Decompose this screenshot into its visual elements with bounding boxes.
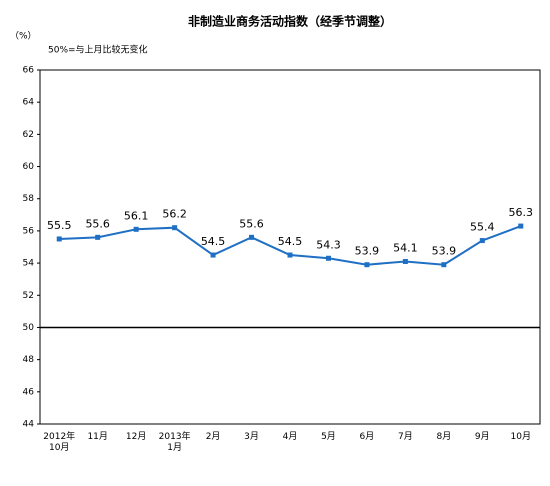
data-label: 56.1	[124, 209, 149, 222]
x-tick-label: 4月	[282, 432, 298, 442]
data-label: 56.2	[162, 208, 187, 221]
data-label: 54.5	[278, 235, 303, 248]
data-label: 55.6	[85, 217, 110, 230]
point	[287, 252, 293, 258]
data-label: 54.5	[201, 235, 226, 248]
y-tick-label: 64	[23, 98, 35, 108]
y-tick-label: 52	[23, 291, 34, 301]
x-tick-label: 12月	[125, 432, 147, 442]
x-tick-label: 8月	[436, 432, 452, 442]
data-label: 55.6	[239, 217, 264, 230]
y-tick-label: 44	[23, 420, 35, 430]
data-label: 55.4	[470, 221, 495, 234]
x-tick-label: 11月	[87, 432, 108, 442]
data-label: 54.1	[393, 241, 418, 254]
x-tick-label: 5月	[321, 432, 336, 442]
y-tick-label: 46	[23, 387, 35, 397]
data-label: 54.3	[316, 238, 341, 251]
point	[249, 234, 255, 240]
point	[172, 225, 178, 231]
x-tick-label: 2013年 1月	[158, 432, 191, 453]
point	[56, 236, 62, 242]
y-tick-label: 54	[23, 259, 35, 269]
point	[133, 226, 139, 232]
point	[441, 262, 447, 268]
y-tick-label: 56	[23, 226, 35, 236]
unit-label: （%）	[10, 31, 37, 42]
data-label: 55.5	[47, 219, 72, 232]
data-label: 53.9	[355, 245, 380, 258]
chart-title: 非制造业商务活动指数（经季节调整）	[188, 14, 392, 29]
plot-frame	[39, 69, 541, 425]
point	[518, 223, 524, 229]
point	[325, 255, 331, 261]
point	[479, 238, 485, 244]
point	[364, 262, 370, 268]
x-tick-label: 6月	[359, 432, 375, 442]
data-label: 56.3	[509, 206, 534, 219]
x-tick-label: 2012年 10月	[43, 432, 76, 453]
y-tick-label: 48	[23, 355, 35, 365]
y-tick-label: 50	[23, 323, 35, 333]
point	[95, 234, 101, 240]
x-tick-label: 10月	[510, 432, 531, 442]
y-tick-label: 58	[23, 194, 35, 204]
annotation: 50%=与上月比较无变化	[48, 44, 148, 56]
y-tick-label: 62	[23, 130, 34, 140]
x-tick-label: 2月	[205, 432, 221, 442]
x-tick-label: 7月	[398, 432, 413, 442]
x-tick-label: 3月	[244, 432, 259, 442]
point	[402, 258, 408, 264]
data-label: 53.9	[432, 245, 457, 258]
x-tick-label: 9月	[474, 432, 490, 442]
y-tick-label: 60	[23, 162, 35, 172]
point	[210, 252, 216, 258]
y-tick-label: 66	[23, 66, 35, 76]
